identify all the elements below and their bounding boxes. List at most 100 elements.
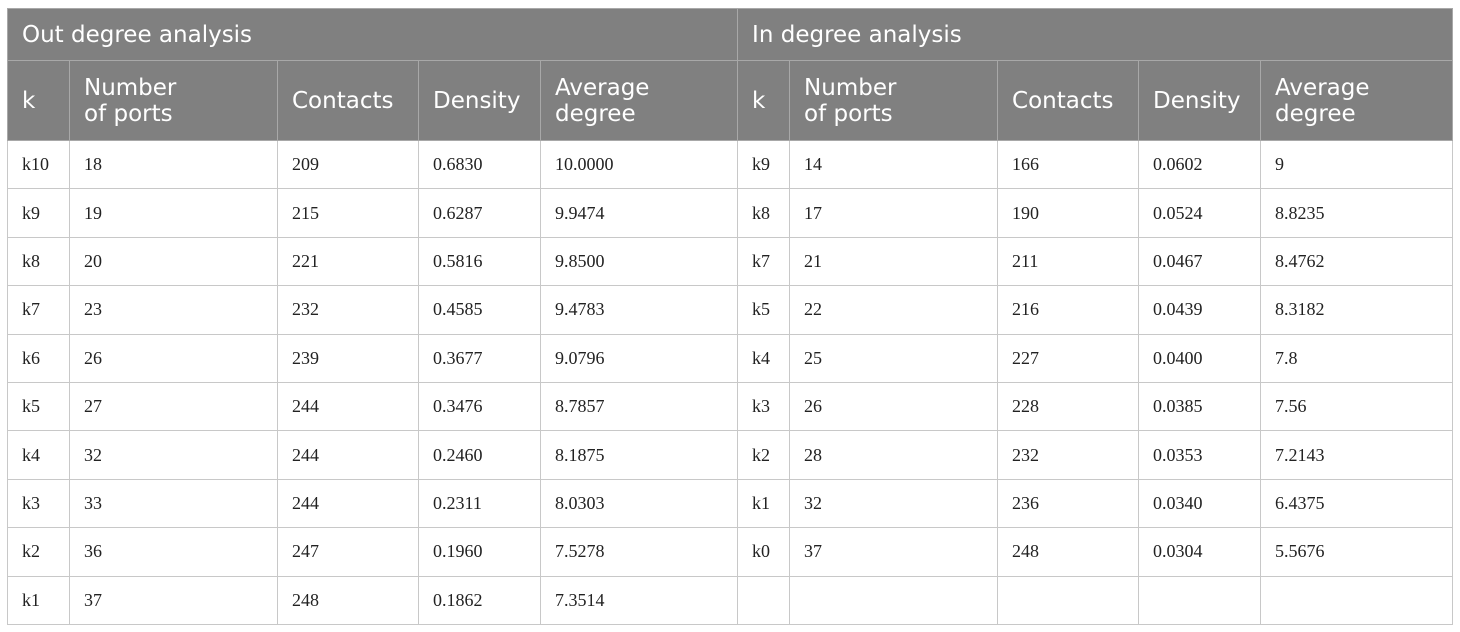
table-cell: 23	[69, 285, 278, 335]
table-cell: 244	[277, 430, 419, 480]
table-cell: 190	[997, 188, 1140, 238]
table-cell: 166	[997, 139, 1140, 190]
table-cell: 0.0353	[1138, 430, 1262, 480]
column-header: Number of ports	[69, 60, 278, 141]
table-body: k10 18 209 0.6830 10.0000 k9 14 166 0.0602 9 k9 19 2…	[7, 139, 1454, 625]
group-header: Out degree analysis	[6, 8, 739, 61]
table-cell: k9	[737, 139, 791, 190]
table-cell: 232	[277, 285, 419, 335]
column-header: Average degree	[539, 60, 739, 141]
table-cell: 244	[277, 381, 419, 432]
group-header: In degree analysis	[737, 8, 1454, 61]
column-header: k	[7, 60, 70, 141]
empty-cell	[789, 575, 999, 625]
table-cell: 18	[69, 139, 278, 190]
table-cell: 6.4375	[1260, 478, 1454, 529]
table-cell: 0.0467	[1138, 236, 1262, 287]
table-cell: k5	[737, 285, 791, 335]
table-cell: 26	[789, 381, 999, 432]
table-cell: 236	[997, 478, 1140, 529]
table-cell: 28	[789, 430, 999, 480]
table-cell: 227	[997, 333, 1140, 383]
column-header-text: Density	[433, 87, 521, 114]
empty-cell	[997, 575, 1140, 625]
table-cell: 14	[789, 139, 999, 190]
column-header-text: Density	[1153, 87, 1241, 114]
table-cell: 20	[69, 236, 278, 287]
table-cell: 5.5676	[1260, 527, 1454, 577]
table-cell: 215	[277, 188, 419, 238]
table-cell: 19	[69, 188, 278, 238]
table-cell: 248	[277, 575, 419, 625]
table-cell: k8	[7, 236, 70, 287]
table-cell: k1	[7, 575, 70, 625]
column-header: Density	[1138, 60, 1262, 141]
column-header-row: k Number of ports Contacts Density Average d…	[7, 60, 1454, 141]
table-cell: k10	[7, 139, 70, 190]
table-wrap: Out degree analysis In degree analysis k…	[6, 8, 1454, 625]
table-cell: 7.5278	[539, 527, 739, 577]
table-row: k6 26 239 0.3677 9.0796 k4 25 227 0.0400 7.8	[7, 333, 1454, 383]
empty-cell	[1138, 575, 1262, 625]
table-cell: 239	[277, 333, 419, 383]
table-cell: k1	[737, 478, 791, 529]
table-cell: 0.0385	[1138, 381, 1262, 432]
table-row: k5 27 244 0.3476 8.7857 k3 26 228 0.0385 7.56	[7, 381, 1454, 432]
table-cell: 247	[277, 527, 419, 577]
table-cell: 36	[69, 527, 278, 577]
table-cell: 17	[789, 188, 999, 238]
column-header-text: Contacts	[1012, 87, 1114, 114]
table-cell: k3	[737, 381, 791, 432]
table-cell: k8	[737, 188, 791, 238]
table-cell: 0.0340	[1138, 478, 1262, 529]
table-cell: 32	[789, 478, 999, 529]
column-header-text: Average degree	[1275, 74, 1370, 127]
table-cell: 0.6287	[418, 188, 541, 238]
table-cell: 0.2460	[418, 430, 541, 480]
column-header-text: Number of ports	[804, 74, 897, 127]
column-header-text: k	[22, 87, 36, 114]
table-cell: 216	[997, 285, 1140, 335]
table-cell: k6	[7, 333, 70, 383]
table-cell: k5	[7, 381, 70, 432]
empty-cell	[1260, 575, 1454, 625]
table-row: k9 19 215 0.6287 9.9474 k8 17 190 0.0524 8.8235	[7, 188, 1454, 238]
table-cell: 0.0304	[1138, 527, 1262, 577]
table-row: k3 33 244 0.2311 8.0303 k1 32 236 0.0340 6.4375	[7, 478, 1454, 529]
table-cell: 0.0400	[1138, 333, 1262, 383]
table-cell: 0.2311	[418, 478, 541, 529]
table-row: k7 23 232 0.4585 9.4783 k5 22 216 0.0439 8.3182	[7, 285, 1454, 335]
column-header: Number of ports	[789, 60, 999, 141]
column-header-text: Average degree	[555, 74, 650, 127]
table-cell: 9	[1260, 139, 1454, 190]
table-cell: k4	[737, 333, 791, 383]
table-cell: 9.8500	[539, 236, 739, 287]
column-header-text: Number of ports	[84, 74, 177, 127]
table-cell: k7	[7, 285, 70, 335]
table-cell: 9.0796	[539, 333, 739, 383]
table-cell: k0	[737, 527, 791, 577]
table-cell: 244	[277, 478, 419, 529]
table-cell: 248	[997, 527, 1140, 577]
table-cell: 0.5816	[418, 236, 541, 287]
table-cell: 7.8	[1260, 333, 1454, 383]
table-cell: k9	[7, 188, 70, 238]
table-row: k1 37 248 0.1862 7.3514	[7, 575, 1454, 625]
table-cell: 8.8235	[1260, 188, 1454, 238]
column-header: Contacts	[997, 60, 1140, 141]
table-row: k4 32 244 0.2460 8.1875 k2 28 232 0.0353 7.2143	[7, 430, 1454, 480]
table-cell: 25	[789, 333, 999, 383]
table-cell: 21	[789, 236, 999, 287]
table-cell: 37	[789, 527, 999, 577]
table-cell: k7	[737, 236, 791, 287]
table-cell: 33	[69, 478, 278, 529]
table-cell: 32	[69, 430, 278, 480]
table-cell: k4	[7, 430, 70, 480]
column-header: Density	[418, 60, 541, 141]
column-header: Contacts	[277, 60, 419, 141]
table-cell: 7.3514	[539, 575, 739, 625]
table-cell: 37	[69, 575, 278, 625]
table-cell: 27	[69, 381, 278, 432]
data-table: Out degree analysis In degree analysis k…	[6, 8, 1454, 625]
table-cell: 0.4585	[418, 285, 541, 335]
